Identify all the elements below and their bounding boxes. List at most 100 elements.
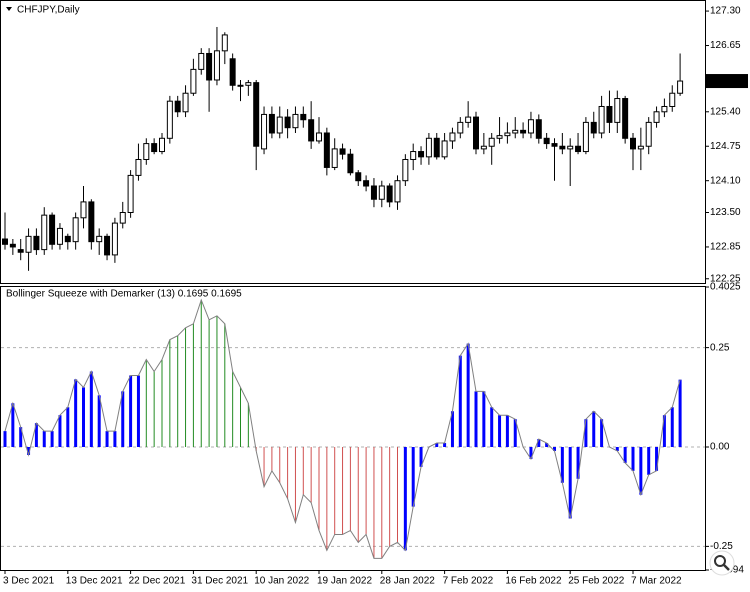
candle-body: [512, 129, 519, 134]
candle-body: [402, 158, 409, 182]
candle-body: [653, 111, 660, 123]
candle-body: [143, 143, 150, 160]
candle-body: [221, 34, 228, 52]
candle-body: [418, 151, 425, 158]
x-tick-label: 10 Jan 2022: [254, 576, 309, 587]
candle-body: [630, 137, 636, 150]
y-tick-label: 124.75: [710, 141, 741, 152]
x-tick-label: 13 Dec 2021: [66, 576, 123, 587]
y-tick-label: 126.65: [710, 40, 741, 51]
candle-body: [347, 153, 354, 174]
candle-body: [590, 121, 597, 134]
indicator-line: [4, 298, 681, 559]
marks: 127.30 126.65 125.40 124.75 124.10 123.50 122.…: [1, 6, 748, 587]
candle-body: [449, 132, 456, 142]
candle-body: [88, 201, 95, 243]
candle-body: [410, 151, 417, 160]
candle-body: [119, 212, 126, 224]
y-tick-label: 0.25: [710, 342, 730, 353]
last-price-box: [706, 74, 748, 89]
candle-body: [206, 52, 213, 81]
x-tick-label: 28 Jan 2022: [380, 576, 435, 587]
candle-body: [575, 145, 582, 153]
candle-body: [261, 113, 268, 150]
candle-body: [198, 52, 205, 70]
candle-body: [433, 137, 440, 158]
candle-body: [441, 140, 448, 158]
candle-body: [111, 222, 118, 256]
collapse-arrow[interactable]: [6, 7, 12, 11]
candle-body: [339, 148, 346, 155]
candle-body: [645, 121, 652, 147]
indicator-panel: [0, 286, 706, 571]
candle-body: [559, 145, 566, 150]
last-price-label: 125.98: [710, 76, 741, 87]
candle-body: [56, 227, 63, 245]
zoom-icon[interactable]: [709, 550, 735, 576]
candle-body: [457, 121, 464, 134]
candle-body: [237, 84, 244, 87]
candle-body: [25, 235, 32, 253]
candle-body: [386, 185, 393, 203]
candle-body: [543, 137, 550, 145]
candle-body: [480, 145, 487, 150]
candle-body: [378, 185, 385, 200]
x-tick-label: 22 Dec 2021: [129, 576, 186, 587]
candle-body: [9, 243, 16, 248]
candle-body: [551, 143, 558, 147]
x-tick-label: 16 Feb 2022: [505, 576, 562, 587]
candle-body: [49, 214, 56, 245]
candle-body: [425, 137, 432, 158]
candle-body: [159, 137, 165, 153]
price-panel: [0, 0, 706, 284]
candle-body: [174, 100, 181, 113]
candle-body: [582, 121, 589, 153]
candle-body: [300, 113, 307, 121]
candle-body: [96, 235, 103, 243]
candle-body: [245, 82, 252, 86]
candle-body: [622, 98, 629, 139]
indicator-title: Bollinger Squeeze with Demarker (13) 0.1…: [6, 289, 242, 300]
candle-body: [637, 145, 644, 150]
candle-body: [535, 119, 542, 139]
zoom-button[interactable]: [709, 550, 735, 576]
candle-body: [213, 50, 220, 81]
y-tick-label: 122.85: [710, 242, 741, 253]
candle-body: [104, 235, 111, 256]
candle-body: [190, 68, 197, 94]
candle-body: [17, 249, 24, 253]
candle-body: [80, 201, 87, 219]
candle-body: [527, 119, 534, 134]
candle-body: [614, 98, 621, 123]
x-tick-label: 25 Feb 2022: [568, 576, 625, 587]
candle-body: [520, 129, 527, 134]
candle-body: [41, 214, 48, 251]
y-tick-label: -0.25: [710, 541, 733, 552]
candle-body: [316, 132, 322, 142]
x-tick-label: 3 Dec 2021: [3, 576, 55, 587]
candle-body: [268, 113, 275, 134]
candle-body: [166, 100, 173, 139]
candle-body: [355, 172, 362, 182]
y-tick-label: 127.30: [710, 6, 741, 17]
candle-body: [598, 105, 605, 134]
candle-body: [363, 180, 370, 187]
candle-body: [370, 185, 377, 200]
y-tick-label: 124.10: [710, 175, 741, 186]
candle-body: [323, 132, 330, 168]
candle-body: [504, 132, 511, 137]
candle-body: [253, 82, 260, 147]
candle-body: [135, 158, 142, 176]
candle-body: [72, 217, 79, 243]
candle-body: [473, 116, 479, 150]
candle-body: [33, 235, 40, 251]
x-tick-label: 31 Dec 2021: [191, 576, 248, 587]
y-tick-label: 123.50: [710, 207, 741, 218]
x-tick-label: 7 Feb 2022: [443, 576, 494, 587]
candle-body: [606, 105, 613, 123]
candle-body: [182, 92, 189, 113]
y-tick-label: 125.40: [710, 106, 741, 117]
chart-title: CHFJPY,Daily: [17, 5, 80, 16]
candle-body: [661, 105, 668, 113]
